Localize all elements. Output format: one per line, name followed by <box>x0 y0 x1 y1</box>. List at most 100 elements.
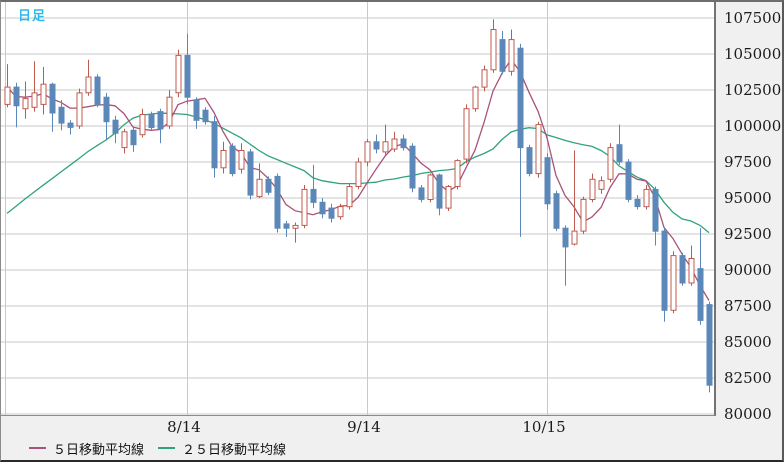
candle-body-down <box>634 198 641 208</box>
candle-body-up <box>481 69 488 88</box>
candle-body-down <box>184 54 191 98</box>
candlestick <box>598 176 605 194</box>
candlestick <box>373 134 380 154</box>
x-axis-tick-label: 9/14 <box>347 418 381 436</box>
candlestick <box>94 74 101 108</box>
candle-body-up <box>472 86 479 110</box>
candlestick <box>256 163 263 198</box>
candlestick <box>139 108 146 138</box>
y-axis-tick-label: 90000 <box>724 260 772 279</box>
candle-body-up <box>445 186 452 209</box>
candlestick <box>553 190 560 232</box>
candle-body-down <box>157 111 164 130</box>
candlestick <box>382 124 389 155</box>
candlestick <box>121 128 128 154</box>
candle-body-down <box>373 141 380 150</box>
candlestick <box>517 43 524 237</box>
candlestick <box>643 185 650 210</box>
candle-body-up <box>31 92 38 108</box>
candle-body-down <box>526 147 533 175</box>
y-axis-tick-label: 95000 <box>724 188 772 207</box>
candlestick <box>436 173 443 216</box>
candle-body-down <box>499 39 506 72</box>
candle-body-up <box>643 188 650 208</box>
candle-body-up <box>427 174 434 200</box>
candlestick <box>535 121 542 178</box>
candlestick <box>13 82 20 128</box>
candlestick <box>481 65 488 92</box>
y-axis-tick-label: 97500 <box>724 152 772 171</box>
legend-label-ma5: ５日移動平均線 <box>53 441 145 457</box>
candlestick <box>499 31 506 75</box>
candlestick <box>661 228 668 322</box>
candle-body-up <box>391 138 398 150</box>
candlestick <box>472 85 479 112</box>
candlestick <box>571 150 578 246</box>
candlestick <box>4 64 11 108</box>
y-axis-tick-label: 100000 <box>724 116 782 135</box>
candle-body-up <box>22 98 29 110</box>
ma5-line <box>6 58 710 301</box>
candle-body-down <box>652 188 659 232</box>
candle-body-down <box>706 304 713 386</box>
candlestick <box>562 225 569 286</box>
candlestick <box>346 183 353 210</box>
candlestick <box>301 185 308 229</box>
candle-body-down <box>112 119 119 134</box>
candle-body-up <box>4 86 11 105</box>
candlestick <box>22 81 29 119</box>
candle-body-up <box>670 255 677 311</box>
candlestick <box>58 100 65 131</box>
candle-body-down <box>319 201 326 215</box>
candle-body-down <box>553 193 560 229</box>
y-axis-tick-label: 87500 <box>724 296 772 315</box>
y-axis-tick-label: 102500 <box>724 80 782 99</box>
candlestick <box>157 108 164 144</box>
candle-body-up <box>238 150 245 170</box>
candle-body-down <box>616 144 623 163</box>
candlestick <box>706 301 713 393</box>
candle-body-down <box>265 178 272 193</box>
candle-body-up <box>40 83 47 105</box>
y-axis-tick-label: 82500 <box>724 368 772 387</box>
candle-body-down <box>94 76 101 105</box>
candle-body-down <box>274 175 281 229</box>
candle-body-down <box>49 83 56 114</box>
x-axis-tick-label: 8/14 <box>167 418 201 436</box>
y-axis-tick-label: 80000 <box>724 404 772 423</box>
candlestick <box>625 159 632 203</box>
candle-body-up <box>121 131 128 149</box>
x-axis-tick-label: 10/15 <box>522 418 566 436</box>
candle-body-down <box>103 96 110 123</box>
candle-body-down <box>148 114 155 128</box>
candle-body-up <box>292 224 299 229</box>
candle-body-down <box>67 122 74 128</box>
candle-body-up <box>166 96 173 127</box>
candlestick <box>400 134 407 151</box>
y-axis-tick-label: 107500 <box>724 8 782 27</box>
candle-body-down <box>328 207 335 219</box>
candlestick <box>391 131 398 152</box>
candlestick <box>670 251 677 314</box>
candle-body-up <box>571 230 578 245</box>
candlestick <box>616 124 623 165</box>
candle-body-up <box>508 39 515 72</box>
candle-body-up <box>490 29 497 71</box>
candle-body-down <box>193 99 200 121</box>
candlestick <box>274 173 281 233</box>
candlestick <box>463 104 470 164</box>
candlestick <box>238 143 245 174</box>
candle-body-down <box>661 230 668 311</box>
candle-body-up <box>76 92 83 127</box>
candlestick <box>445 185 452 211</box>
candle-body-down <box>211 121 218 169</box>
ma25-line-swatch <box>158 447 176 449</box>
candlestick <box>454 159 461 190</box>
candlestick <box>310 164 317 209</box>
legend-item-ma5: ５日移動平均線 <box>29 439 144 458</box>
candlestick <box>337 203 344 220</box>
candle-body-down <box>58 106 65 124</box>
y-axis-price-labels: 107500 105000 102500 100000 97500 95000 92500 9… <box>716 2 782 423</box>
candlestick <box>85 59 92 96</box>
candlestick <box>229 143 236 177</box>
